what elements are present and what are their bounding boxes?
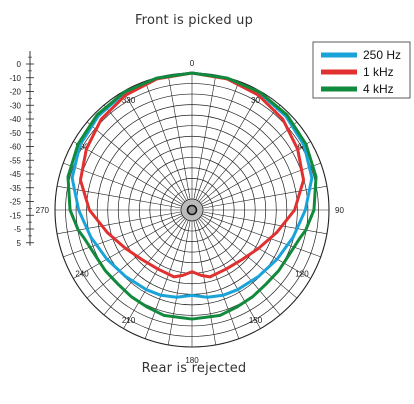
grid-spoke xyxy=(195,219,240,339)
polar-grid xyxy=(54,72,330,348)
scale-label: -45 xyxy=(9,170,21,179)
angle-labels: 0 30 60 90 120 150 180 210 240 270 300 330 xyxy=(36,59,345,365)
legend: 250 Hz 1 kHz 4 kHz xyxy=(312,41,411,99)
scale-label: -40 xyxy=(9,115,21,124)
angle-label: 210 xyxy=(122,316,136,325)
series-group xyxy=(66,71,318,321)
grid-spoke xyxy=(73,214,184,279)
grid-spoke xyxy=(195,81,240,201)
grid-spoke xyxy=(144,81,189,201)
angle-label: 120 xyxy=(295,270,309,279)
scale-label: 5 xyxy=(17,239,22,248)
legend-label: 4 kHz xyxy=(363,82,394,96)
center-dot xyxy=(186,204,198,216)
angle-label: 180 xyxy=(185,356,199,365)
scale-label: -55 xyxy=(9,156,21,165)
grid-spoke xyxy=(167,75,191,201)
scale-label: -15 xyxy=(9,211,21,220)
grid-spoke xyxy=(199,121,298,204)
scale-label: -10 xyxy=(9,74,21,83)
grid-spoke xyxy=(201,213,321,258)
scale-label: 0 xyxy=(17,60,22,69)
grid-spoke xyxy=(193,219,217,345)
grid-spoke xyxy=(201,185,327,209)
angle-label: 90 xyxy=(335,206,344,215)
angle-label: 60 xyxy=(298,143,307,152)
scale-label: -50 xyxy=(9,129,21,138)
grid-spoke xyxy=(123,91,188,202)
grid-spoke xyxy=(86,121,185,204)
angle-label: 0 xyxy=(190,59,195,68)
radial-scale: 0-10-20-30-40-50-60-55-45-35-25-15-55 xyxy=(9,51,34,248)
angle-label: 240 xyxy=(75,270,89,279)
grid-spoke xyxy=(63,213,183,258)
grid-spoke xyxy=(196,218,261,329)
grid-spoke xyxy=(167,219,191,345)
angle-label: 150 xyxy=(249,316,263,325)
scale-label: -60 xyxy=(9,143,21,152)
grid-spoke xyxy=(200,214,311,279)
grid-spoke xyxy=(86,216,185,299)
grid-spoke xyxy=(193,75,217,201)
grid-spoke xyxy=(196,91,261,202)
grid-spoke xyxy=(198,217,281,316)
scale-label: -5 xyxy=(14,225,22,234)
grid-spoke xyxy=(198,104,281,203)
scale-label: -20 xyxy=(9,88,21,97)
angle-label: 30 xyxy=(251,96,260,105)
legend-label: 1 kHz xyxy=(363,65,394,79)
bottom-caption: Rear is rejected xyxy=(141,361,247,376)
series-line xyxy=(78,71,306,279)
grid-spoke xyxy=(57,185,183,209)
grid-spoke xyxy=(200,141,311,206)
grid-spoke xyxy=(103,217,186,316)
grid-spoke xyxy=(199,216,298,299)
angle-label: 330 xyxy=(122,96,136,105)
series-line xyxy=(66,71,318,321)
angle-label: 300 xyxy=(75,143,89,152)
series-line xyxy=(70,71,314,299)
grid-spoke xyxy=(103,104,186,203)
scale-label: -25 xyxy=(9,198,21,207)
angle-label: 270 xyxy=(36,206,50,215)
grid-spoke xyxy=(73,141,184,206)
scale-label: -35 xyxy=(9,184,21,193)
grid-spoke xyxy=(123,218,188,329)
top-caption: Front is picked up xyxy=(134,13,254,28)
scale-label: -30 xyxy=(9,101,21,110)
legend-label: 250 Hz xyxy=(363,48,401,62)
grid-spoke xyxy=(144,219,189,339)
